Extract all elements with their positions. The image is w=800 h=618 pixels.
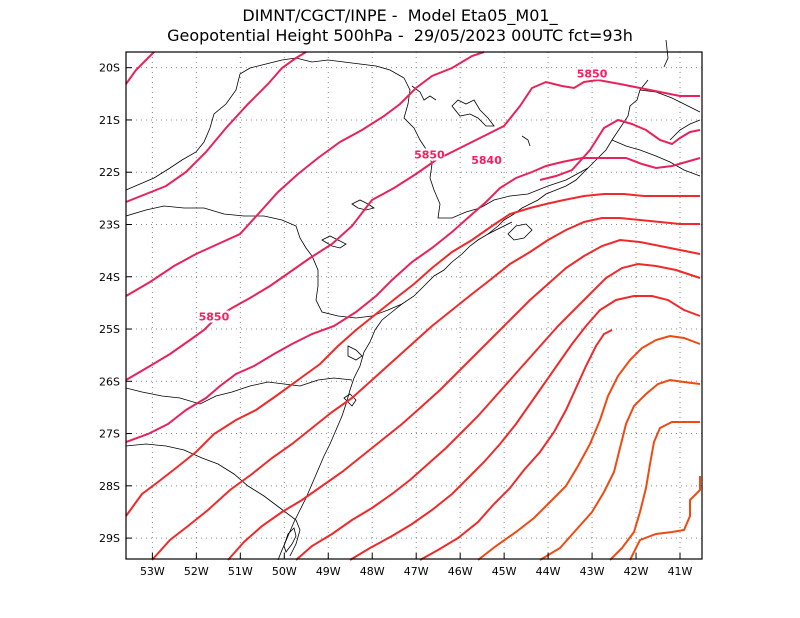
contour-label-background [471, 153, 502, 166]
contour-line [125, 78, 700, 381]
state-border [639, 89, 701, 113]
y-tick-label: 24S [99, 271, 120, 284]
state-border [125, 205, 403, 319]
contour-label-background [577, 67, 608, 80]
y-tick-label: 25S [99, 323, 120, 336]
contour-label: 5850 [414, 149, 445, 162]
state-border [125, 377, 353, 405]
coastline-and-borders [125, 39, 701, 561]
y-tick-label: 21S [99, 114, 120, 127]
bay-outline [451, 99, 495, 127]
map-title-line-2: Geopotential Height 500hPa - 29/05/2023 … [167, 26, 633, 45]
state-border [521, 135, 531, 147]
contour-labels: 5850 5850 5840 5850 [198, 67, 608, 324]
y-tick-label: 29S [99, 532, 120, 545]
coastline [277, 39, 669, 561]
coast-inlet [347, 345, 363, 361]
contour-line [125, 51, 307, 203]
state-border [403, 77, 589, 219]
state-border [669, 119, 701, 141]
x-tick-label: 53W [140, 565, 165, 578]
x-tick-label: 43W [580, 565, 605, 578]
state-border [611, 139, 701, 177]
bay-outline [411, 85, 437, 101]
x-tick-label: 47W [404, 565, 429, 578]
lagoon [283, 527, 297, 553]
y-tick-label: 28S [99, 480, 120, 493]
contour-line [609, 421, 700, 561]
contour-line [295, 262, 701, 561]
state-border [125, 73, 241, 191]
contour-line [125, 193, 700, 517]
y-tick-label: 26S [99, 375, 120, 388]
contour-label: 5850 [199, 311, 230, 324]
y-tick-label: 23S [99, 218, 120, 231]
state-border [239, 57, 405, 79]
coast-inlet [343, 393, 357, 407]
contour-line [477, 334, 701, 561]
x-tick-label: 51W [228, 565, 253, 578]
contour-line [419, 329, 613, 561]
x-tick-label: 49W [316, 565, 341, 578]
island-outline [507, 223, 533, 241]
x-tick-label: 45W [492, 565, 517, 578]
contour-line [227, 238, 701, 561]
x-tick-label: 48W [360, 565, 385, 578]
country-border [125, 443, 301, 557]
contour-line [125, 51, 155, 85]
contour-line [151, 217, 700, 561]
x-tick-label: 50W [272, 565, 297, 578]
contour-line [125, 157, 701, 443]
x-tick-label: 46W [448, 565, 473, 578]
contour-label-background [414, 148, 445, 161]
map-frame [125, 51, 703, 560]
contour-lines [125, 51, 701, 561]
contour-line [539, 118, 701, 181]
contour-line [125, 51, 485, 297]
y-tick-label: 27S [99, 428, 120, 441]
y-tick-label: 22S [99, 166, 120, 179]
river-outline [351, 199, 375, 211]
contour-line [629, 476, 701, 561]
axis-ticks: 53W 52W 51W 50W 49W 48W 47W 46W 45W 44W 43W 42W 41W 2… [99, 62, 693, 578]
contour-label: 5850 [577, 68, 608, 81]
x-tick-label: 41W [668, 565, 693, 578]
state-border [487, 221, 513, 235]
y-tick-label: 20S [99, 62, 120, 75]
contour-label-background [198, 310, 229, 323]
contour-line [539, 378, 701, 561]
contour-line [349, 295, 701, 561]
map-title-line-1: DIMNT/CGCT/INPE - Model Eta05_M01_ [242, 6, 558, 25]
x-tick-label: 42W [624, 565, 649, 578]
contour-label: 5840 [471, 154, 502, 167]
river-outline [321, 235, 347, 249]
x-tick-label: 44W [536, 565, 561, 578]
x-tick-label: 52W [184, 565, 209, 578]
